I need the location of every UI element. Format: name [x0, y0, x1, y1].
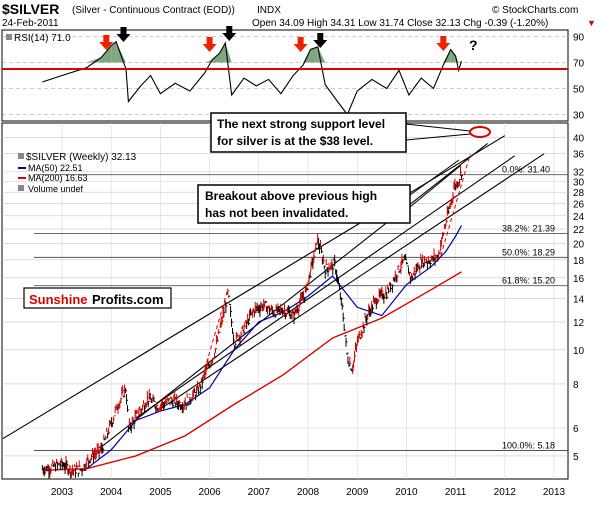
rsi-overbought-fill [219, 43, 226, 63]
rsi-question-mark: ? [469, 37, 478, 53]
chg-down-arrow-icon: ▼ [587, 18, 596, 28]
ma200-line [42, 271, 462, 471]
y-tick-label: 5 [573, 452, 579, 463]
dashed-trend-line [204, 292, 228, 370]
x-tick-label: 2013 [543, 487, 566, 498]
y-tick-label: 10 [573, 346, 585, 357]
rsi-label: RSI(14) 71.0 [14, 33, 71, 44]
rsi-overbought-fill [101, 45, 112, 63]
rsi-tick-label: 90 [573, 33, 585, 44]
y-tick-label: 22 [573, 225, 585, 236]
fib-level-label: 50.0%: 18.29 [502, 247, 555, 257]
legend-title: $SILVER (Weekly) 32.13 [26, 152, 137, 163]
y-tick-label: 12 [573, 318, 585, 329]
ma50-line [86, 225, 463, 470]
rsi-line [42, 40, 463, 116]
chart-description: (Silver - Continuous Contract (EOD)) [72, 5, 235, 16]
fib-level-label: 0.0%: 31.40 [502, 165, 550, 175]
x-tick-label: 2004 [100, 487, 123, 498]
y-tick-label: 6 [573, 424, 579, 435]
chart-symbol: $SILVER [2, 1, 59, 17]
rsi-tick-label: 50 [573, 85, 585, 96]
rsi-overbought-fill [116, 41, 126, 63]
chart-date: 24-Feb-2011 [2, 18, 59, 29]
y-tick-label: 18 [573, 256, 585, 267]
logo-part2: Profits.com [92, 292, 164, 307]
x-tick-label: 2007 [248, 487, 271, 498]
rsi-overbought-fill [86, 57, 102, 63]
fib-level-label: 61.8%: 15.20 [502, 276, 555, 286]
legend-ma200: MA(200) 16.63 [28, 173, 88, 183]
x-tick-label: 2011 [445, 487, 467, 498]
y-tick-label: 20 [573, 240, 585, 251]
breakout-annotation-box [197, 184, 411, 224]
support-annotation-line2: for silver is at the $38 level. [217, 134, 373, 148]
y-tick-label: 40 [573, 134, 585, 145]
y-tick-label: 26 [573, 200, 585, 211]
trend-line [2, 135, 506, 440]
rsi-overbought-fill [111, 41, 117, 63]
rsi-overbought-fill [310, 46, 318, 63]
red-arrow-icon [202, 37, 217, 52]
y-tick-label: 8 [573, 380, 579, 391]
rsi-panel [1, 29, 569, 122]
x-tick-label: 2012 [494, 487, 517, 498]
x-tick-label: 2005 [149, 487, 172, 498]
x-tick-label: 2010 [395, 487, 418, 498]
y-tick-label: 30 [573, 178, 585, 189]
trend-line [160, 153, 545, 410]
x-tick-label: 2006 [198, 487, 221, 498]
y-tick-label: 32 [573, 168, 585, 179]
y-tick-label: 28 [573, 188, 585, 199]
support-annotation-box [210, 112, 407, 153]
fib-level-label: 38.2%: 21.39 [502, 223, 555, 233]
x-tick-label: 2003 [51, 487, 74, 498]
rsi-overbought-fill [204, 59, 213, 63]
dashed-trend-line [440, 153, 471, 256]
rsi-overbought-fill [450, 49, 456, 63]
rsi-tick-label: 30 [573, 111, 585, 122]
logo-part1: Sunshine [29, 292, 88, 307]
fib-level-label: 100.0%: 5.18 [502, 440, 555, 450]
legend-volume: Volume undef [28, 184, 84, 194]
y-tick-label: 16 [573, 274, 585, 285]
rsi-tick-label: 70 [573, 59, 585, 70]
black-arrow-icon [116, 27, 131, 42]
y-tick-label: 36 [573, 150, 585, 161]
ohlc-readout: Open 34.09 High 34.31 Low 31.74 Close 32… [252, 18, 548, 29]
y-tick-label: 14 [573, 294, 585, 305]
black-arrow-icon [313, 33, 328, 48]
x-tick-label: 2008 [297, 487, 320, 498]
red-arrow-icon [293, 37, 308, 52]
breakout-annotation-line2: has not been invalidated. [205, 206, 348, 220]
chart-exchange: INDX [257, 5, 281, 16]
sunshine-profits-logo [23, 287, 172, 309]
red-arrow-icon [99, 35, 114, 50]
x-tick-label: 2009 [346, 487, 369, 498]
black-arrow-icon [222, 26, 237, 41]
trend-line [135, 155, 515, 419]
y-tick-label: 24 [573, 212, 585, 223]
legend-ma50: MA(50) 22.51 [28, 163, 83, 173]
trend-line [101, 143, 488, 448]
red-arrow-icon [436, 36, 451, 51]
support-annotation-line1: The next strong support level [217, 117, 385, 131]
target-circle [469, 126, 491, 138]
brand-text: © StockCharts.com [492, 5, 578, 16]
breakout-annotation-line1: Breakout above previous high [205, 189, 377, 203]
